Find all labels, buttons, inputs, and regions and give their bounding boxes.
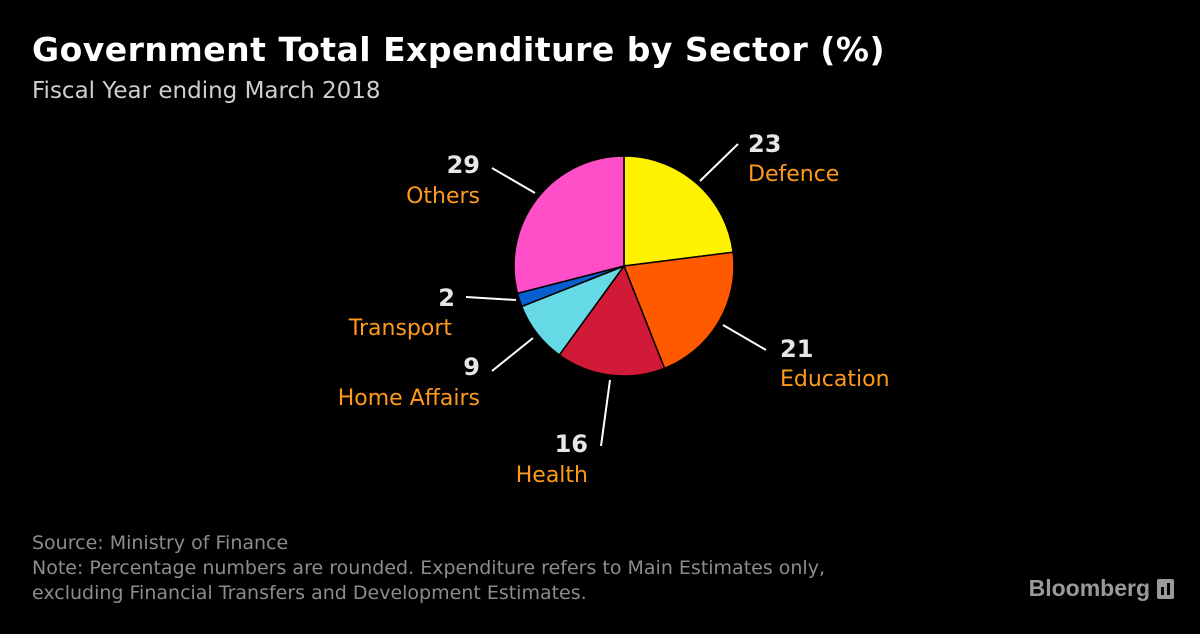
note-line-1: Note: Percentage numbers are rounded. Ex… [32,557,825,579]
value-label-others: 29 [447,151,480,179]
value-label-education: 21 [780,335,813,363]
chart-footer: Source: Ministry of Finance Note: Percen… [32,531,825,606]
pie-slice-education [622,251,735,370]
category-label-health: Health [516,463,588,488]
leader-line-transport [465,296,517,301]
source-note: Source: Ministry of Finance [32,532,289,554]
chart-title: Government Total Expenditure by Sector (… [32,30,886,69]
pie-slice-others [513,155,625,295]
category-label-education: Education [780,367,890,392]
category-label-others: Others [406,184,480,209]
brand-logo: Bloomberg [1029,575,1174,602]
value-label-health: 16 [555,430,588,458]
leader-line-health [600,379,611,447]
value-label-defence: 23 [748,130,781,158]
value-label-transport: 2 [438,284,455,312]
pie-slice-health [558,264,666,377]
leader-line-home-affairs [491,337,534,372]
leader-line-defence [699,143,739,182]
value-label-home-affairs: 9 [463,353,480,381]
pie-slice-defence [623,155,734,267]
category-label-transport: Transport [348,316,453,341]
bloomberg-bars-icon [1157,578,1174,599]
note-line-2: excluding Financial Transfers and Develo… [32,582,587,604]
category-label-defence: Defence [748,162,839,187]
leader-line-others [491,167,536,194]
leader-line-education [722,324,767,351]
brand-name: Bloomberg [1028,575,1150,601]
category-label-home-affairs: Home Affairs [338,386,480,411]
chart-subtitle: Fiscal Year ending March 2018 [32,78,381,104]
